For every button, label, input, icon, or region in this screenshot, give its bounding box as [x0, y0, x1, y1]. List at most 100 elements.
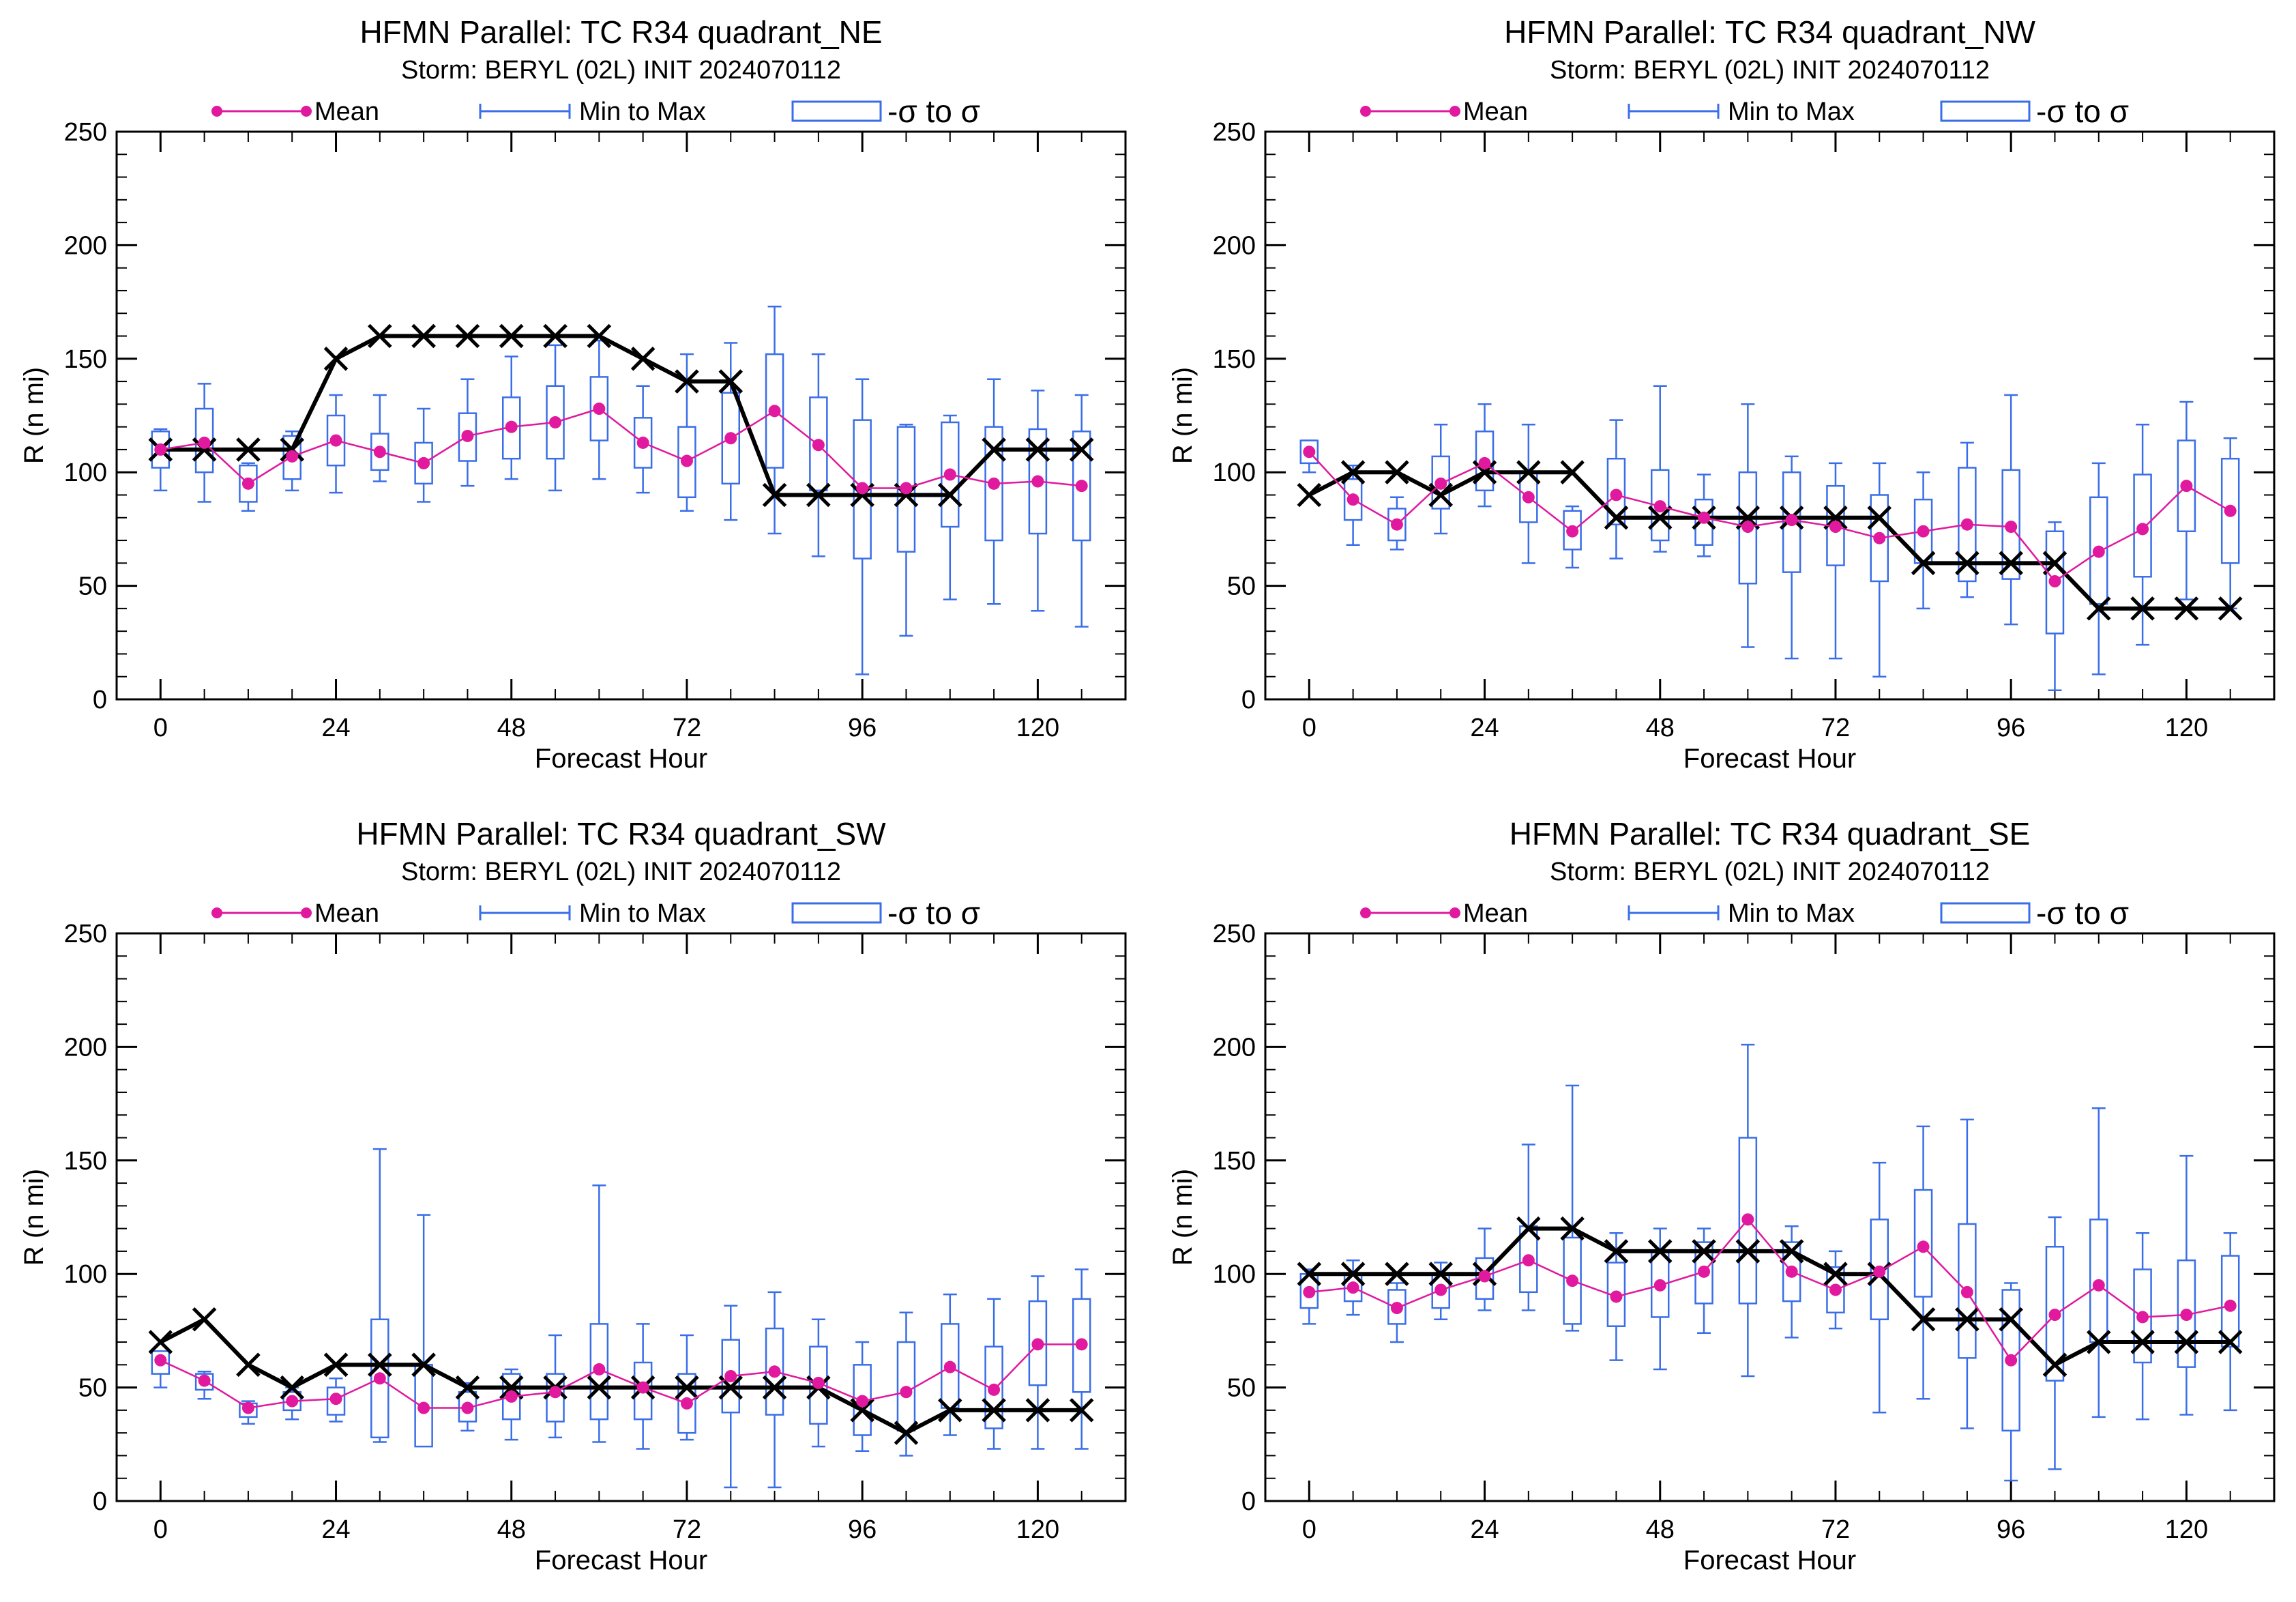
- mean-point: [943, 1360, 956, 1373]
- mean-point: [1390, 518, 1403, 531]
- x-tick-label: 0: [1302, 714, 1316, 742]
- y-tick-label: 200: [1213, 1033, 1256, 1062]
- mean-point: [1653, 1279, 1666, 1292]
- best-track-marker: [1735, 1239, 1761, 1264]
- best-track-marker: [1560, 1216, 1585, 1241]
- best-track-marker: [2130, 1330, 2155, 1354]
- mean-point: [856, 482, 869, 495]
- mean-point: [943, 468, 956, 481]
- y-tick-label: 250: [1213, 118, 1256, 147]
- mean-point: [1653, 500, 1666, 513]
- mean-point: [241, 477, 254, 490]
- y-tick-label: 150: [1213, 1147, 1256, 1176]
- x-tick-label: 96: [1997, 714, 2025, 742]
- plot-frame: [1264, 130, 2276, 701]
- y-tick-label: 150: [64, 345, 107, 374]
- best-track-marker: [1297, 1262, 1322, 1286]
- mean-point: [1960, 1285, 1973, 1298]
- best-track-marker: [894, 1421, 919, 1445]
- x-tick-label: 72: [673, 1515, 701, 1544]
- best-track-marker: [499, 1375, 524, 1400]
- best-track-marker: [1823, 1262, 1848, 1286]
- mean-point: [1785, 1265, 1798, 1278]
- mean-point: [461, 1401, 474, 1414]
- mean-point: [329, 434, 342, 447]
- best-track-marker: [2174, 1330, 2199, 1354]
- chart-subtitle: Storm: BERYL (02L) INIT 2024070112: [401, 56, 841, 85]
- x-tick-label: 96: [1997, 1515, 2025, 1544]
- best-track-marker: [1911, 551, 1936, 576]
- x-tick-label: 48: [1646, 1515, 1675, 1544]
- y-tick-label: 100: [1213, 458, 1256, 487]
- y-tick-label: 50: [1227, 572, 1256, 601]
- chart-subtitle: Storm: BERYL (02L) INIT 2024070112: [1550, 858, 1990, 886]
- legend-sigma-box: [791, 902, 882, 924]
- x-axis-label: Forecast Hour: [535, 744, 707, 774]
- mean-point: [1390, 1302, 1403, 1315]
- mean-point: [1031, 1338, 1044, 1351]
- mean-point: [636, 1381, 649, 1394]
- mean-point: [2180, 1309, 2193, 1322]
- best-track-marker: [323, 347, 349, 371]
- y-axis-label: R (n mi): [1168, 1169, 1198, 1266]
- mean-point: [1478, 1270, 1491, 1283]
- best-track-marker: [1385, 1262, 1409, 1286]
- best-track-marker: [280, 437, 304, 462]
- legend-sigma-box: [1940, 100, 2031, 122]
- mean-point: [900, 482, 913, 495]
- x-tick-label: 72: [1821, 714, 1850, 742]
- y-tick-label: 0: [93, 1487, 107, 1516]
- mean-point: [505, 1390, 518, 1403]
- best-track-marker: [280, 1375, 304, 1400]
- mean-line: [1308, 451, 2231, 583]
- chart-panel-4: HFMN Parallel: TC R34 quadrant_SE Storm: …: [1168, 816, 2276, 1575]
- y-tick-label: 150: [1213, 345, 1256, 374]
- chart-title: HFMN Parallel: TC R34 quadrant_NE: [359, 14, 882, 50]
- x-tick-label: 24: [321, 1515, 350, 1544]
- best-track-marker: [1955, 551, 1979, 576]
- best-track-marker: [982, 437, 1006, 462]
- y-tick-label: 200: [64, 231, 107, 260]
- legend-label-mean: Mean: [1463, 98, 1528, 126]
- best-track-marker: [1069, 437, 1094, 462]
- best-track-marker: [1340, 460, 1366, 484]
- mean-point: [2136, 523, 2149, 536]
- best-track-marker: [1955, 1307, 1979, 1332]
- y-tick-label: 0: [1241, 1487, 1256, 1516]
- mean-point: [1031, 475, 1044, 488]
- x-tick-label: 48: [1646, 714, 1675, 742]
- mean-point: [2005, 1354, 2018, 1367]
- legend-mean-marker: [301, 907, 312, 918]
- best-track-marker: [2042, 1352, 2067, 1378]
- legend-label-range: Min to Max: [1728, 98, 1855, 126]
- mean-line: [160, 407, 1082, 489]
- y-tick-label: 150: [64, 1147, 107, 1176]
- mean-point: [1698, 511, 1711, 524]
- y-tick-label: 100: [1213, 1260, 1256, 1289]
- best-track-marker: [587, 1375, 612, 1400]
- best-track-marker: [2087, 596, 2111, 621]
- best-track-marker: [806, 482, 831, 508]
- legend-label-range: Min to Max: [579, 98, 706, 126]
- mean-point: [724, 1369, 737, 1382]
- mean-point: [1346, 1281, 1359, 1294]
- mean-point: [1829, 1283, 1842, 1296]
- best-track-marker: [1428, 482, 1453, 508]
- y-tick-label: 50: [78, 1374, 107, 1403]
- mean-point: [1917, 525, 1930, 538]
- best-track-marker: [1025, 437, 1050, 462]
- legend-sigma-box: [1940, 902, 2031, 924]
- best-track-marker: [1340, 1262, 1366, 1286]
- y-tick-label: 50: [1227, 1374, 1256, 1403]
- sigma-box: [2089, 1219, 2108, 1343]
- best-track-marker: [2130, 596, 2155, 621]
- best-track-line: [159, 1317, 1082, 1436]
- chart-panel-2: HFMN Parallel: TC R34 quadrant_NW Storm: …: [1168, 14, 2276, 774]
- mean-point: [1741, 521, 1754, 534]
- mean-point: [1478, 456, 1491, 469]
- x-tick-label: 72: [1821, 1515, 1850, 1544]
- legend-mean-marker: [1449, 907, 1460, 918]
- plot-frame: [1264, 932, 2276, 1502]
- mean-point: [1698, 1265, 1711, 1278]
- x-axis-label: Forecast Hour: [1683, 744, 1856, 774]
